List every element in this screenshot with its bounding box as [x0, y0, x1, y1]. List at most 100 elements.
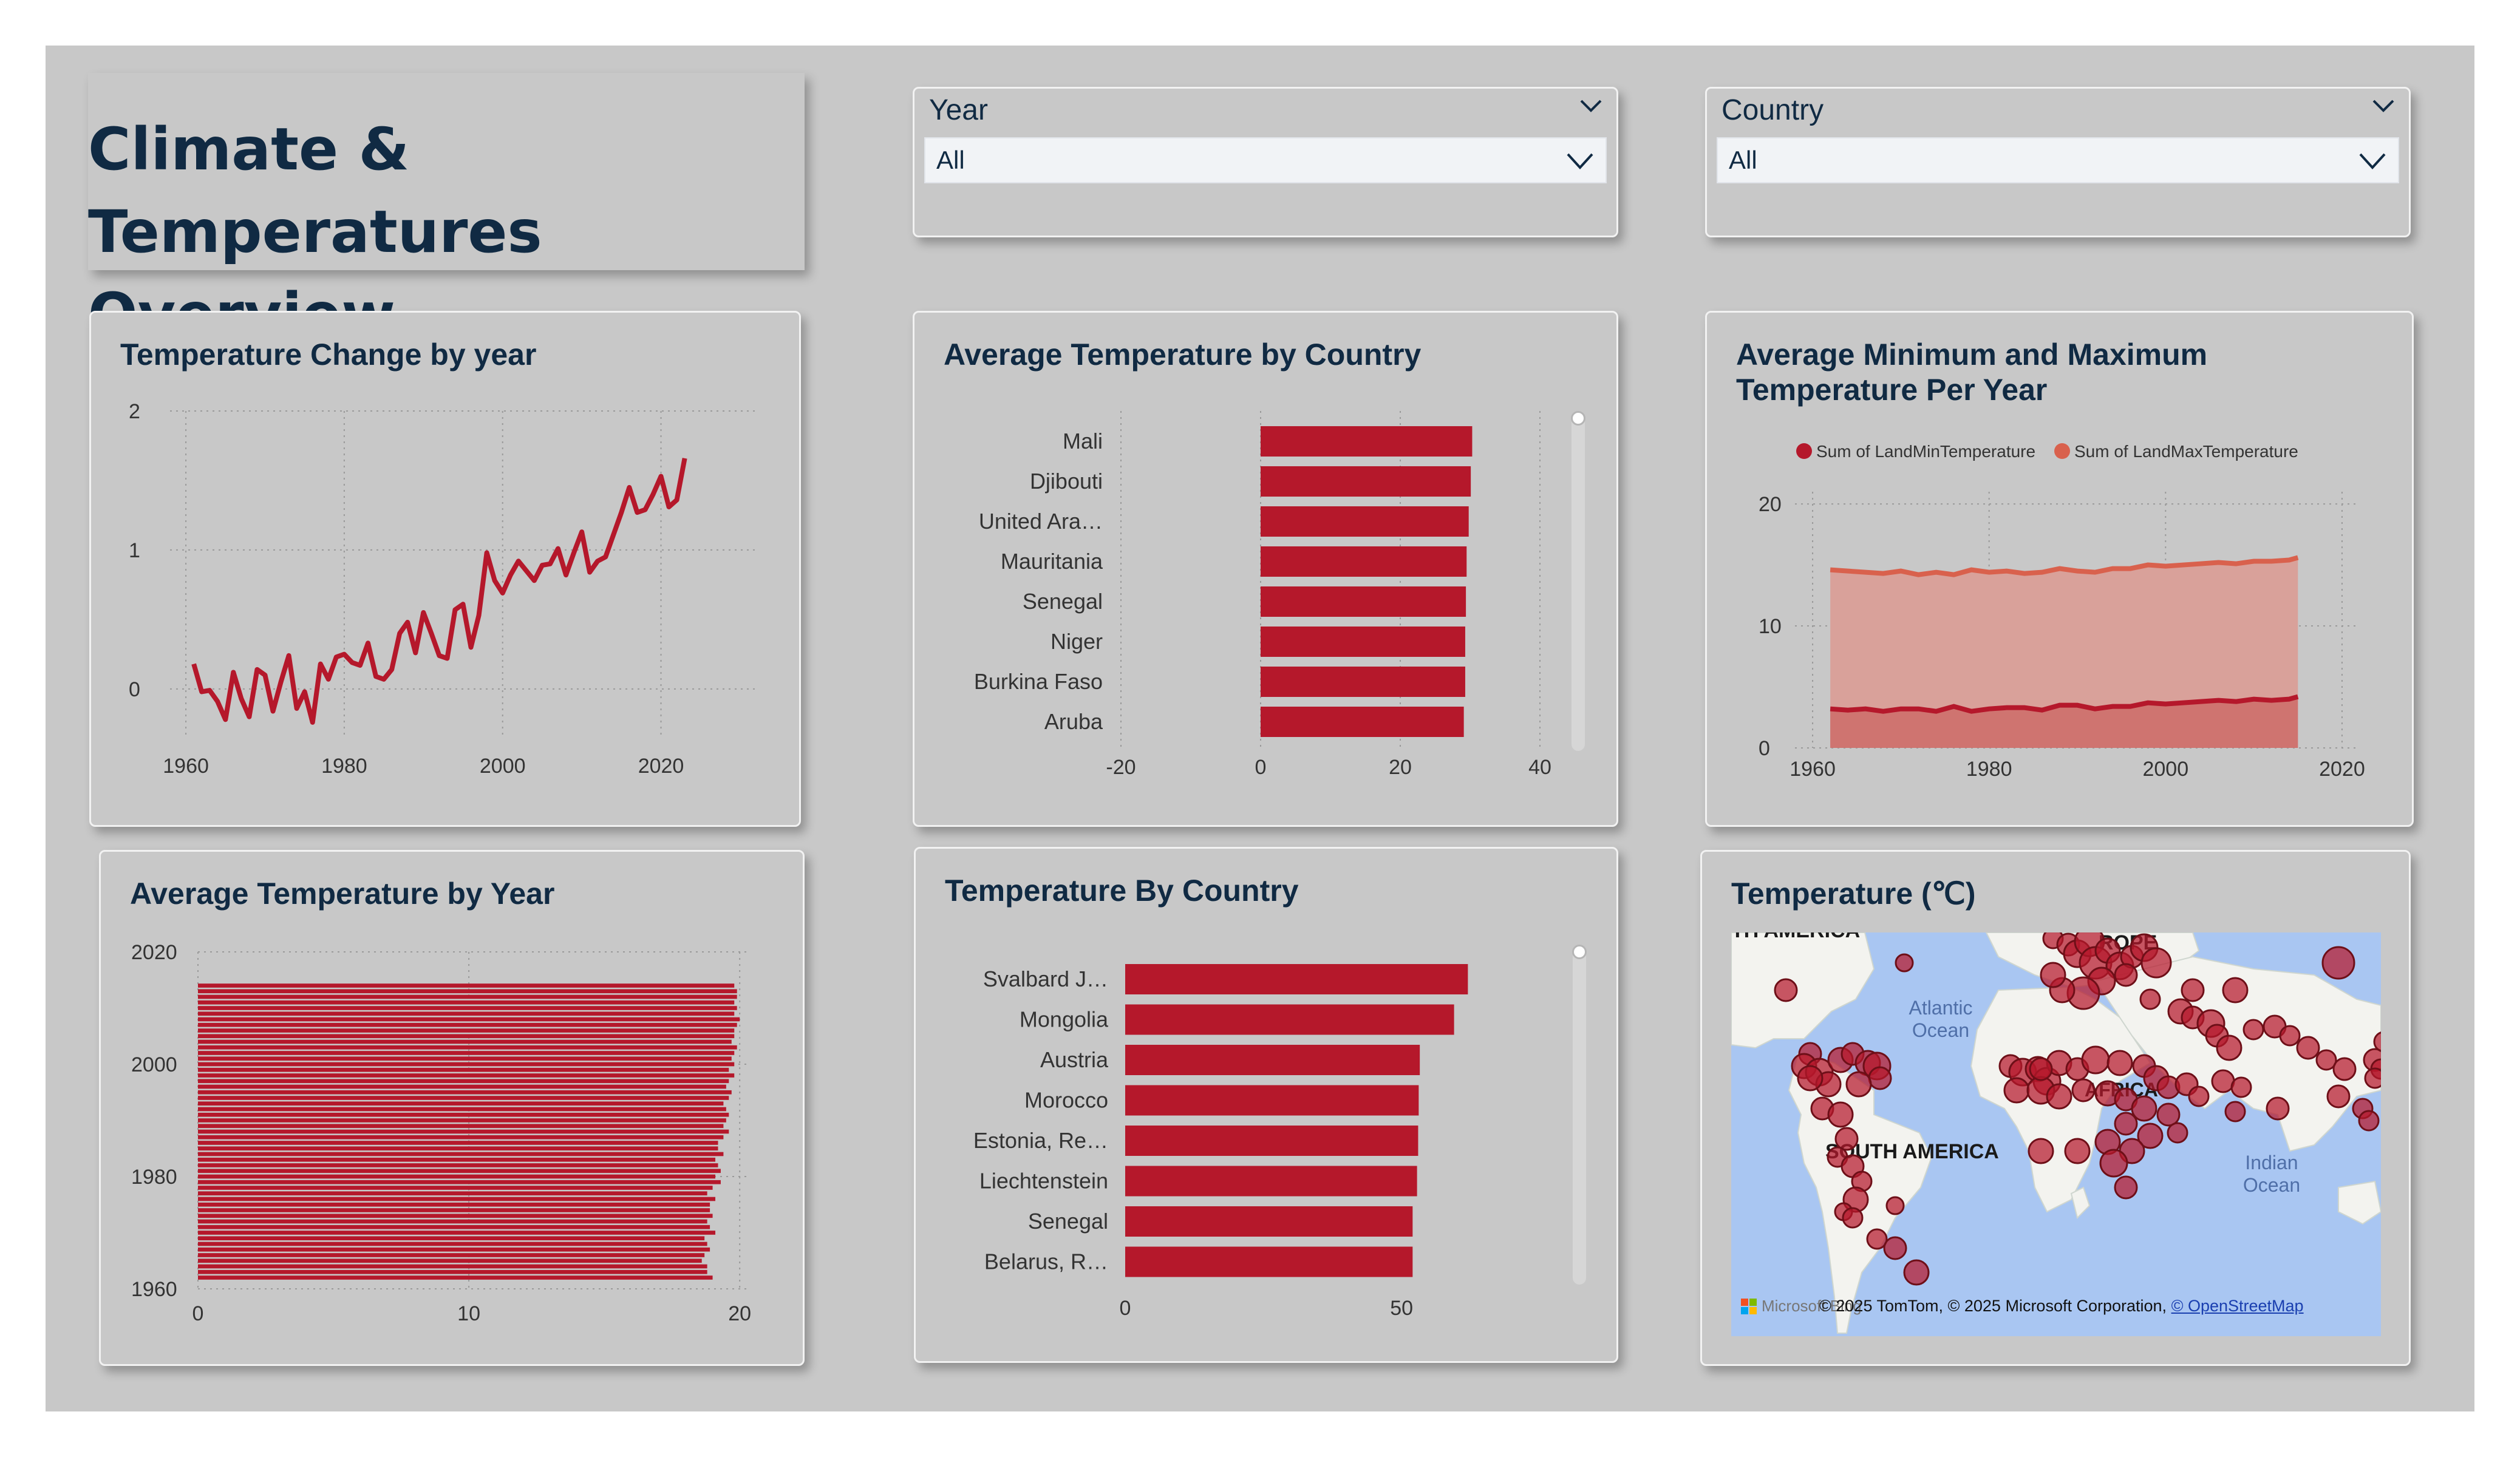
- map-view[interactable]: TH AMERICA ROPE AFRICA SOUTH AMERICA Atl…: [1731, 932, 2381, 1336]
- map-bubble[interactable]: [2222, 977, 2249, 1004]
- map-bubble[interactable]: [2064, 1138, 2091, 1164]
- bar: [198, 1084, 726, 1089]
- map-bubble[interactable]: [1866, 1228, 1888, 1250]
- bar: [198, 1028, 735, 1033]
- map-bubble[interactable]: [1868, 1066, 1892, 1090]
- map-label-indian-2: Ocean: [2243, 1174, 2300, 1196]
- bar: [1261, 546, 1467, 577]
- map-bubble[interactable]: [2040, 962, 2066, 988]
- map-bubble[interactable]: [2167, 1122, 2188, 1144]
- map-bubble[interactable]: [1895, 953, 1914, 973]
- bar: [198, 1118, 726, 1122]
- map-bubble[interactable]: [2266, 1096, 2290, 1121]
- bar: [198, 1079, 729, 1084]
- map-bubble[interactable]: [1834, 1127, 1859, 1151]
- x-tick-label: 0: [192, 1302, 204, 1325]
- bar: [198, 1157, 716, 1162]
- map-bubble[interactable]: [2114, 1112, 2138, 1136]
- map-bubble[interactable]: [2099, 1149, 2128, 1178]
- map-bubble[interactable]: [2114, 1175, 2138, 1200]
- map-bubble[interactable]: [1885, 1196, 1905, 1215]
- min-max-card[interactable]: Average Minimum and Maximum Temperature …: [1705, 311, 2414, 827]
- map-bubble[interactable]: [2106, 1050, 2133, 1076]
- map-bubble[interactable]: [2028, 1138, 2054, 1164]
- y-tick-label: 10: [1759, 615, 1782, 638]
- map-bubble[interactable]: [2279, 1025, 2301, 1047]
- map-bubble[interactable]: [2139, 988, 2161, 1010]
- map-title: Temperature (℃): [1731, 877, 1976, 911]
- temp-by-country-card[interactable]: Temperature By Country 0 50 Svalbard J… Mon…: [914, 847, 1618, 1363]
- map-bubble[interactable]: [2140, 947, 2172, 979]
- x-tick-label: 50: [1390, 1297, 1413, 1320]
- map-bubble[interactable]: [2230, 1076, 2252, 1098]
- map-bubble[interactable]: [2137, 1122, 2164, 1149]
- map-bubble[interactable]: [1774, 978, 1798, 1002]
- map-bubbles: [1774, 932, 2381, 1286]
- temp-change-line: [191, 458, 687, 725]
- map-bubble[interactable]: [2188, 1085, 2210, 1107]
- map-bubble[interactable]: [1883, 1236, 1907, 1260]
- avg-temp-country-card[interactable]: Average Temperature by Country -20 0 20 40 M…: [913, 311, 1618, 827]
- bar: [198, 1202, 710, 1207]
- bar: [198, 989, 737, 994]
- bar: [198, 1124, 724, 1129]
- scrollbar-thumb[interactable]: [1572, 945, 1587, 959]
- map-bubble[interactable]: [2003, 1077, 2030, 1104]
- country-dropdown[interactable]: All: [1717, 137, 2399, 183]
- map-bubble[interactable]: [2071, 1078, 2096, 1102]
- map-bubble[interactable]: [2114, 963, 2138, 987]
- map-bubble[interactable]: [2131, 1095, 2157, 1122]
- map-bubble[interactable]: [2029, 1057, 2053, 1081]
- bar: [198, 1231, 716, 1235]
- scrollbar-thumb[interactable]: [1571, 411, 1585, 426]
- world-map[interactable]: TH AMERICA ROPE AFRICA SOUTH AMERICA Atl…: [1731, 932, 2381, 1336]
- scrollbar[interactable]: [1571, 411, 1585, 751]
- chevron-down-icon[interactable]: [2358, 151, 2387, 171]
- year-dropdown[interactable]: All: [924, 137, 1607, 183]
- bar: [198, 1269, 707, 1274]
- category-label: Morocco: [1024, 1088, 1108, 1113]
- map-bubble[interactable]: [2364, 1067, 2381, 1089]
- temp-change-card[interactable]: Temperature Change by year 0 1 2 1960 1980 20…: [89, 311, 801, 827]
- map-bubble[interactable]: [2373, 1031, 2381, 1052]
- avg-temp-year-card[interactable]: Average Temperature by Year 0 10 20 1960 198…: [99, 850, 805, 1366]
- map-bubble[interactable]: [2296, 1036, 2320, 1060]
- map-bubble[interactable]: [2156, 1102, 2181, 1127]
- y-tick-label: 2020: [131, 941, 177, 964]
- title-card: Climate & Temperatures Overview: [88, 73, 805, 348]
- map-bubble[interactable]: [2211, 1069, 2235, 1093]
- chevron-down-icon[interactable]: [1579, 97, 1603, 115]
- bar: [1125, 964, 1468, 994]
- map-bubble[interactable]: [2081, 1045, 2110, 1075]
- temp-by-country-chart: 0 50 Svalbard J… Mongolia Austria Morocco Esto…: [973, 964, 1468, 1320]
- map-label-north-america: TH AMERICA: [1731, 932, 1860, 942]
- bar: [198, 1163, 718, 1167]
- map-bubble[interactable]: [1845, 1071, 1872, 1098]
- bar: [1261, 506, 1469, 537]
- map-bubble[interactable]: [1903, 1259, 1930, 1286]
- bar: [1125, 1126, 1418, 1156]
- bar: [198, 1062, 735, 1067]
- map-bubble[interactable]: [2224, 1101, 2246, 1122]
- map-bubble[interactable]: [2315, 1049, 2337, 1071]
- map-card[interactable]: Temperature (℃) TH AMERICA ROPE AFRICA S…: [1700, 850, 2411, 1366]
- scrollbar[interactable]: [1572, 945, 1587, 1285]
- legend-label-max: Sum of LandMaxTemperature: [2074, 442, 2298, 461]
- map-bubble[interactable]: [2181, 978, 2205, 1002]
- legend-label-min: Sum of LandMinTemperature: [1816, 442, 2035, 461]
- map-bubble[interactable]: [1842, 1207, 1864, 1229]
- map-bubble[interactable]: [1797, 1065, 1824, 1092]
- map-bubble[interactable]: [2358, 1110, 2380, 1132]
- map-bubble[interactable]: [2242, 1019, 2264, 1041]
- chevron-down-icon[interactable]: [1565, 151, 1595, 171]
- map-bubble[interactable]: [2046, 1083, 2072, 1110]
- min-max-title-line1: Average Minimum and Maximum: [1736, 338, 2208, 372]
- map-bubble[interactable]: [2216, 1034, 2242, 1061]
- bar: [198, 1034, 735, 1039]
- map-bubble[interactable]: [1827, 1101, 1854, 1128]
- map-bubble[interactable]: [2326, 1084, 2351, 1109]
- chevron-down-icon[interactable]: [2371, 97, 2396, 115]
- openstreetmap-link[interactable]: © OpenStreetMap: [2171, 1297, 2304, 1315]
- map-bubble[interactable]: [2321, 946, 2355, 980]
- map-bubble[interactable]: [2332, 1057, 2357, 1081]
